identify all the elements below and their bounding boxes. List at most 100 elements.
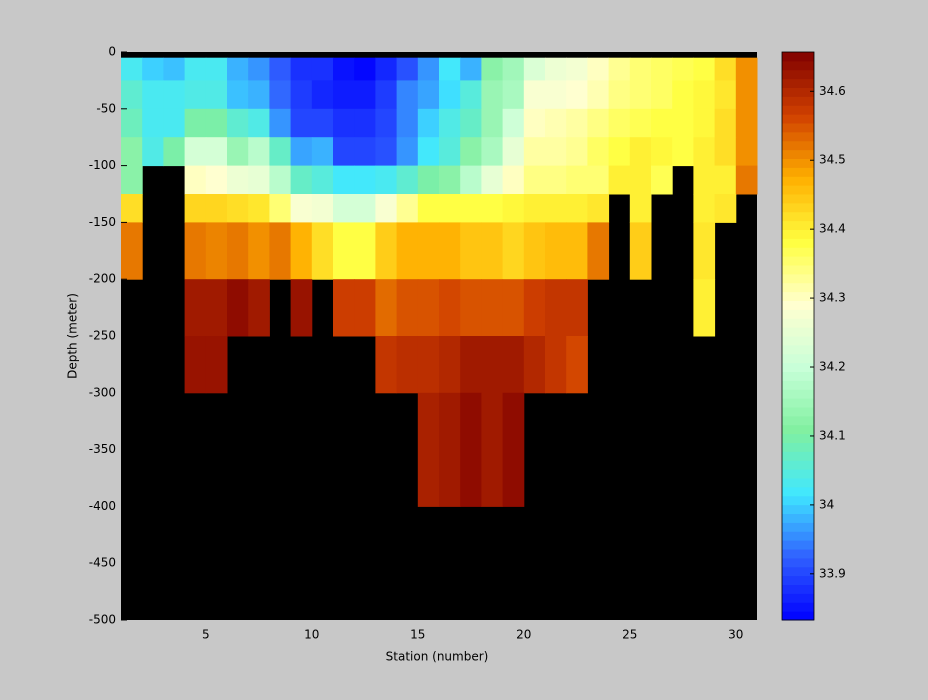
colorbar-segment [782,371,814,381]
y-tick-label: 0 [108,45,116,59]
y-tick-label: -150 [89,215,116,229]
x-tick-label: 30 [728,628,743,642]
heatmap-cell [248,222,270,280]
heatmap-cell [481,57,504,81]
heatmap-cell [714,80,737,110]
heatmap-cell [205,137,228,167]
heatmap-cell [311,108,334,138]
heatmap-cell [735,165,758,195]
heatmap-cell [460,194,482,223]
heatmap-cell [333,165,355,195]
colorbar-segment [782,362,814,372]
colorbar-segment [782,158,814,168]
colorbar-segment [782,291,814,301]
heatmap-cell [205,80,228,110]
colorbar-segment [782,584,814,594]
heatmap-cell [354,137,376,167]
heatmap-cell [545,279,567,337]
heatmap-cell [523,222,546,280]
heatmap-cell [714,137,737,167]
colorbar-segment [782,273,814,284]
heatmap-cell [566,80,588,110]
colorbar-segment [782,309,814,319]
heatmap-cell [523,336,546,394]
heatmap-cell [693,108,716,138]
colorbar-segment [782,513,814,523]
heatmap-cell [184,279,207,337]
heatmap-cell [460,336,482,394]
colorbar-segment [782,442,814,452]
heatmap-cell [545,108,567,138]
heatmap-cell [693,57,716,81]
heatmap-cell [184,80,207,110]
heatmap-cell [672,108,694,138]
heatmap-cell [566,108,588,138]
heatmap-cell [672,80,694,110]
y-tick-label: -450 [89,556,116,570]
colorbar-segment [782,114,814,124]
colorbar-segment [782,282,814,293]
heatmap-cell [587,80,610,110]
heatmap-cell [481,194,504,223]
colorbar-segment [782,96,814,106]
heatmap-cell [587,165,610,195]
heatmap-cell [629,137,652,167]
heatmap-cell [417,137,440,167]
heatmap-cell [269,57,292,81]
heatmap-cell [121,137,143,167]
heatmap-cell [184,336,207,394]
heatmap-cell [205,279,228,337]
heatmap-cell [121,165,143,195]
heatmap-cell [205,222,228,280]
heatmap-cell [545,222,567,280]
heatmap-cell [735,137,758,167]
heatmap-cell [227,108,249,138]
heatmap-cell [269,108,292,138]
heatmap-cell [545,165,567,195]
heatmap-cell [545,57,567,81]
colorbar-segment [782,478,814,488]
heatmap-cell [672,57,694,81]
heatmap-cell [227,165,249,195]
heatmap-cell [205,57,228,81]
colorbar-tick-label: 33.9 [819,566,846,580]
heatmap-cell [333,80,355,110]
heatmap-cell [396,336,419,394]
heatmap-cell [269,137,292,167]
colorbar-segment [782,424,814,435]
heatmap-cell [354,194,376,223]
heatmap-cell [693,165,716,195]
heatmap-cell [566,279,588,337]
colorbar-segment [782,451,814,461]
y-tick-label: -400 [89,499,116,513]
heatmap-cell [375,165,398,195]
heatmap-cell [354,222,376,280]
heatmap-cell [523,80,546,110]
heatmap-cell [396,80,419,110]
heatmap-cell [375,137,398,167]
heatmap-cell [566,57,588,81]
colorbar-segment [782,557,814,568]
colorbar-segment [782,433,814,443]
colorbar-segment [782,469,814,479]
colorbar-segment [782,353,814,364]
heatmap-cell [481,392,504,507]
colorbar-segment [782,220,814,230]
heatmap-cell [333,137,355,167]
y-axis-label: Depth (meter) [66,293,80,379]
heatmap-cell [545,194,567,223]
heatmap-cell [142,80,164,110]
heatmap-cell [587,108,610,138]
heatmap-cell [184,57,207,81]
heatmap-cell [481,80,504,110]
colorbar-segment [782,531,814,541]
heatmap-cell [290,165,313,195]
heatmap-cell [502,392,525,507]
heatmap-cell [375,57,398,81]
heatmap-cell [417,165,440,195]
heatmap-cell [375,279,398,337]
heatmap-cell [608,165,631,195]
heatmap-cell [460,108,482,138]
colorbar-tick-label: 34.2 [819,360,846,374]
